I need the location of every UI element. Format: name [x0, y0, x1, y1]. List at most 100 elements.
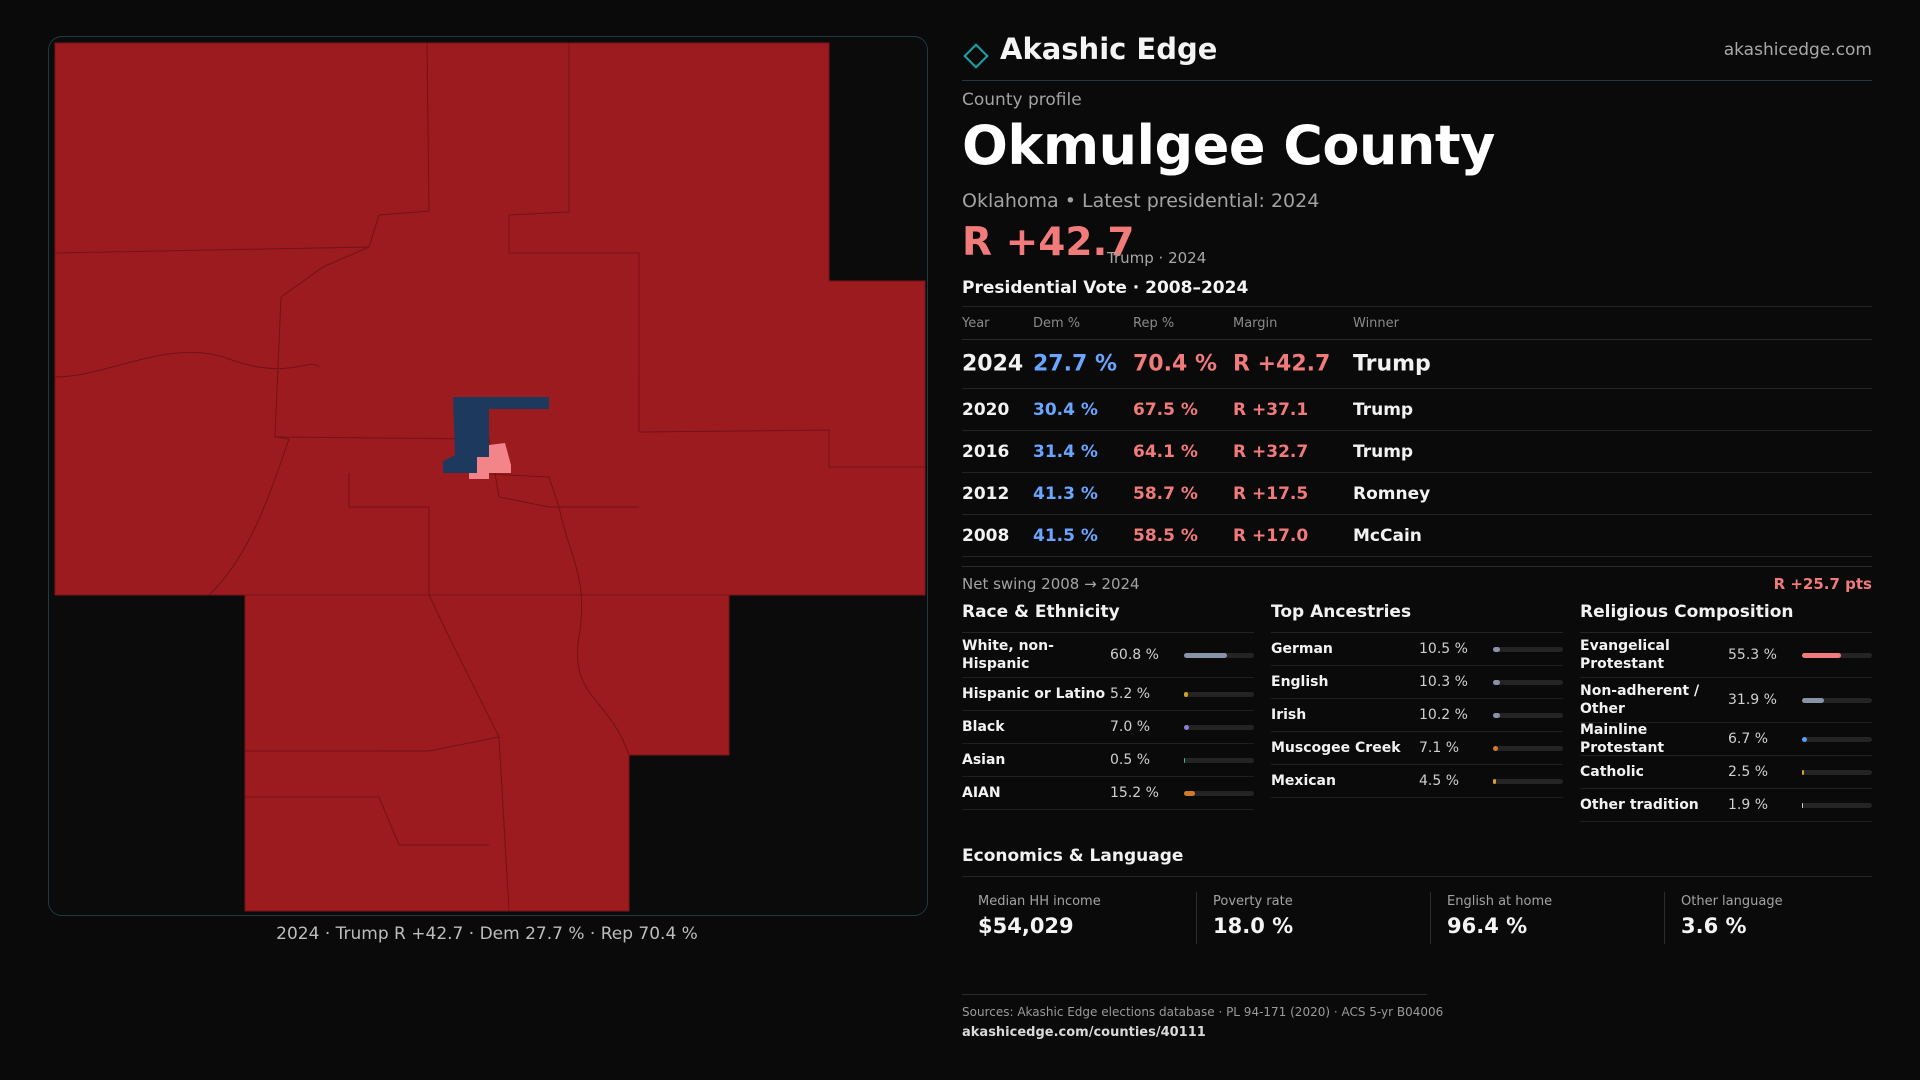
- item-pct: 7.1 %: [1419, 740, 1460, 756]
- table-row: 2012 41.3 % 58.7 % R +17.5 Romney: [962, 473, 1872, 515]
- list-item: English 10.3 %: [1271, 666, 1563, 699]
- list-item: Hispanic or Latino 5.2 %: [962, 678, 1254, 711]
- item-label: German: [1271, 641, 1333, 657]
- econ-value: 3.6 %: [1681, 914, 1747, 938]
- item-label: Muscogee Creek: [1271, 740, 1401, 756]
- item-bar: [1493, 779, 1563, 784]
- precinct-region: [54, 42, 926, 596]
- item-pct: 5.2 %: [1110, 686, 1151, 702]
- precinct-map-svg[interactable]: [49, 37, 927, 915]
- vote-table-header: Year Dem % Rep % Margin Winner: [962, 307, 1872, 340]
- item-bar: [1184, 758, 1254, 763]
- cell-rep: 58.5 %: [1133, 525, 1198, 546]
- item-bar: [1802, 653, 1872, 658]
- cell-dem: 27.7 %: [1033, 351, 1117, 377]
- item-bar-fill: [1184, 653, 1227, 658]
- list-item: Mainline Protestant 6.7 %: [1580, 722, 1872, 756]
- header-dem: Dem %: [1033, 316, 1081, 331]
- item-pct: 1.9 %: [1728, 797, 1769, 813]
- item-bar: [1184, 692, 1254, 697]
- item-bar: [1184, 653, 1254, 658]
- item-pct: 10.3 %: [1419, 674, 1468, 690]
- item-pct: 2.5 %: [1728, 764, 1769, 780]
- header-winner: Winner: [1353, 316, 1400, 331]
- diamond-logo-icon: [963, 43, 989, 69]
- cell-winner: McCain: [1353, 525, 1422, 546]
- item-bar: [1493, 746, 1563, 751]
- cell-margin: R +32.7: [1233, 441, 1309, 462]
- cell-year: 2008: [962, 525, 1010, 546]
- list-item: Non-adherent / Other 31.9 %: [1580, 678, 1872, 723]
- ancestries-title: Top Ancestries: [1271, 602, 1563, 633]
- item-bar: [1493, 713, 1563, 718]
- list-item: Other tradition 1.9 %: [1580, 789, 1872, 822]
- item-label: Other tradition: [1580, 797, 1699, 813]
- item-pct: 6.7 %: [1728, 731, 1769, 747]
- table-row: 2020 30.4 % 67.5 % R +37.1 Trump: [962, 389, 1872, 431]
- item-bar-fill: [1493, 713, 1501, 718]
- item-bar: [1802, 770, 1872, 775]
- item-bar-fill: [1184, 791, 1195, 796]
- econ-value: $54,029: [978, 914, 1074, 938]
- cell-year: 2012: [962, 483, 1010, 504]
- page-eyebrow: County profile: [962, 90, 1082, 110]
- item-label: Irish: [1271, 707, 1307, 723]
- list-item: White, non-Hispanic 60.8 %: [962, 633, 1254, 678]
- econ-card-english: English at home 96.4 %: [1430, 892, 1631, 944]
- item-pct: 10.2 %: [1419, 707, 1468, 723]
- econ-card-income: Median HH income $54,029: [962, 892, 1162, 944]
- list-item: Mexican 4.5 %: [1271, 765, 1563, 798]
- cell-winner: Romney: [1353, 483, 1431, 504]
- cell-year: 2016: [962, 441, 1010, 462]
- item-bar: [1493, 647, 1563, 652]
- list-item: Muscogee Creek 7.1 %: [1271, 732, 1563, 765]
- cell-winner: Trump: [1353, 351, 1431, 377]
- econ-card-other-language: Other language 3.6 %: [1664, 892, 1865, 944]
- econ-card-poverty: Poverty rate 18.0 %: [1196, 892, 1397, 944]
- religion-title: Religious Composition: [1580, 602, 1872, 633]
- county-map[interactable]: [48, 36, 928, 916]
- item-label: Hispanic or Latino: [962, 686, 1106, 702]
- item-pct: 7.0 %: [1110, 719, 1151, 735]
- item-bar: [1184, 725, 1254, 730]
- cell-margin: R +42.7: [1233, 351, 1331, 377]
- item-label: Non-adherent / Other: [1580, 683, 1700, 717]
- precinct-region: [244, 594, 730, 912]
- item-pct: 31.9 %: [1728, 692, 1777, 708]
- page-title: Okmulgee County: [962, 114, 1495, 177]
- vote-table: Year Dem % Rep % Margin Winner 2024 27.7…: [962, 306, 1872, 557]
- item-label: Asian: [962, 752, 1006, 768]
- item-bar-fill: [1184, 725, 1189, 730]
- cell-winner: Trump: [1353, 399, 1414, 420]
- item-bar: [1802, 803, 1872, 808]
- rep-lean-precinct: [469, 473, 489, 479]
- item-bar-fill: [1493, 746, 1498, 751]
- item-label: Evangelical Protestant: [1580, 638, 1670, 672]
- cell-dem: 31.4 %: [1033, 441, 1098, 462]
- cell-rep: 64.1 %: [1133, 441, 1198, 462]
- list-item: Evangelical Protestant 55.3 %: [1580, 633, 1872, 678]
- cell-margin: R +37.1: [1233, 399, 1309, 420]
- item-pct: 15.2 %: [1110, 785, 1159, 801]
- item-bar-fill: [1802, 698, 1825, 703]
- table-row: 2024 27.7 % 70.4 % R +42.7 Trump: [962, 340, 1872, 389]
- cell-year: 2020: [962, 399, 1010, 420]
- item-label: White, non-Hispanic: [962, 638, 1054, 672]
- item-pct: 10.5 %: [1419, 641, 1468, 657]
- brand-url[interactable]: akashicedge.com: [1723, 40, 1872, 60]
- header-rep: Rep %: [1133, 316, 1175, 331]
- header-margin: Margin: [1233, 316, 1278, 331]
- item-label: English: [1271, 674, 1329, 690]
- econ-label: Other language: [1681, 894, 1783, 909]
- list-item: German 10.5 %: [1271, 633, 1563, 666]
- cell-dem: 41.3 %: [1033, 483, 1098, 504]
- race-ethnicity-panel: Race & Ethnicity White, non-Hispanic 60.…: [962, 602, 1254, 810]
- footer-link[interactable]: akashicedge.com/counties/40111: [962, 1025, 1206, 1040]
- item-label: Mainline Protestant: [1580, 722, 1665, 756]
- cell-margin: R +17.0: [1233, 525, 1309, 546]
- item-bar-fill: [1184, 692, 1188, 697]
- cell-rep: 58.7 %: [1133, 483, 1198, 504]
- list-item: Irish 10.2 %: [1271, 699, 1563, 732]
- item-pct: 4.5 %: [1419, 773, 1460, 789]
- item-pct: 60.8 %: [1110, 647, 1159, 663]
